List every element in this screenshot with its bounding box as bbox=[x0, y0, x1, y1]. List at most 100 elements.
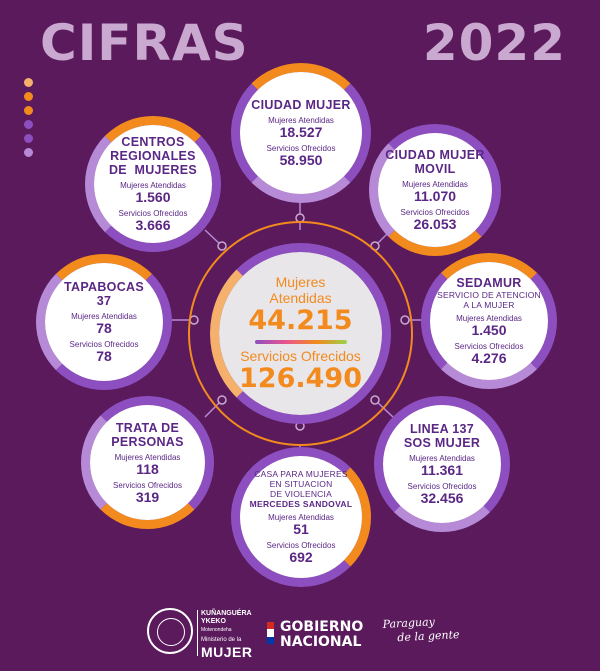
national-seal-icon bbox=[147, 608, 193, 654]
node-name-line2: SOS MUJER bbox=[403, 436, 481, 450]
node-linea-137: LINEA 137 SOS MUJER Mujeres Atendidas 11… bbox=[374, 396, 510, 532]
node-ring bbox=[231, 447, 371, 587]
value-servicios: 26.053 bbox=[413, 216, 457, 232]
label-mujeres: Mujeres Atendidas bbox=[120, 181, 186, 190]
node-circle bbox=[430, 262, 548, 380]
node-name-line3: DE MUJERES bbox=[108, 163, 198, 177]
label-mujeres: Mujeres Atendidas bbox=[268, 513, 334, 522]
node-ciudad-mujer-movil: CIUDAD MUJER MOVIL Mujeres Atendidas 11.… bbox=[369, 124, 501, 256]
center-value-mujeres: 44.215 bbox=[248, 304, 353, 336]
node-name-line3: DE VIOLENCIA bbox=[270, 489, 332, 499]
ministry-line4: MUJER bbox=[201, 644, 253, 660]
ministry-guarani-name: KUÑANGUÉRA YKEKO bbox=[201, 610, 252, 626]
node-circle bbox=[378, 133, 492, 247]
node-name-line2: PERSONAS bbox=[111, 434, 184, 449]
node-name-line1: CIUDAD MUJER bbox=[385, 148, 485, 162]
node-circle bbox=[45, 263, 163, 381]
node-name-line1: TRATA DE bbox=[115, 420, 180, 435]
value-servicios: 58.950 bbox=[279, 152, 323, 168]
label-mujeres: Mujeres Atendidas bbox=[71, 312, 137, 321]
node-name-line4: MERCEDES SANDOVAL bbox=[249, 499, 353, 509]
value-mujeres: 11.361 bbox=[420, 462, 464, 478]
node-name: SEDAMUR bbox=[456, 276, 522, 290]
node-name-line2: 37 bbox=[96, 294, 112, 308]
node-name-line1: CENTROS bbox=[121, 135, 185, 149]
node-ring bbox=[81, 396, 214, 529]
label-servicios: Servicios Ofrecidos bbox=[400, 208, 470, 217]
node-circle bbox=[94, 125, 212, 243]
node-circle bbox=[240, 456, 362, 578]
dot bbox=[24, 78, 33, 87]
footer: KUÑANGUÉRA YKEKO Motenondeha Ministerio … bbox=[0, 596, 600, 671]
node-subtitle-line1: SERVICIO DE ATENCION bbox=[437, 290, 541, 300]
flag-icon bbox=[267, 622, 274, 644]
node-subtitle-line2: A LA MUJER bbox=[463, 300, 515, 310]
node-name-line1: TAPABOCAS bbox=[63, 280, 144, 294]
node-name-line2: EN SITUACION bbox=[269, 479, 333, 489]
node-centros-regionales: CENTROS REGIONALES DE MUJERES Mujeres At… bbox=[85, 116, 221, 252]
node-circle bbox=[383, 405, 501, 523]
dot bbox=[24, 120, 33, 129]
page-year: 2022 bbox=[422, 14, 566, 72]
node-casa-mujeres: CASA PARA MUJERES EN SITUACION DE VIOLEN… bbox=[231, 447, 371, 587]
center-gradient-bar bbox=[254, 339, 347, 344]
node-ring bbox=[231, 63, 371, 203]
dot bbox=[24, 148, 33, 157]
node-ring bbox=[421, 253, 557, 389]
slogan-logo: Paraguay de la gente bbox=[382, 614, 460, 646]
footer-divider bbox=[197, 610, 198, 656]
gov-line2: NACIONAL bbox=[280, 634, 362, 650]
value-mujeres: 1.560 bbox=[135, 189, 171, 205]
value-servicios: 319 bbox=[135, 488, 160, 505]
label-servicios: Servicios Ofrecidos bbox=[454, 342, 524, 351]
center-circle: Mujeres Atendidas 44.215 Servicios Ofrec… bbox=[219, 252, 382, 415]
value-servicios: 3.666 bbox=[135, 217, 171, 233]
value-mujeres: 11.070 bbox=[413, 188, 457, 204]
value-mujeres: 51 bbox=[293, 521, 309, 537]
ministry-line1: KUÑANGUÉRA bbox=[201, 610, 252, 617]
dot bbox=[24, 106, 33, 115]
value-servicios: 4.276 bbox=[471, 350, 507, 366]
label-mujeres: Mujeres Atendidas bbox=[114, 452, 181, 462]
label-servicios: Servicios Ofrecidos bbox=[113, 480, 182, 490]
center-label-atendidas: Atendidas bbox=[269, 289, 332, 306]
node-ring bbox=[85, 116, 221, 252]
node-circle bbox=[240, 72, 362, 194]
node-circle bbox=[90, 405, 205, 520]
gobierno-nacional-logo: GOBIERNO NACIONAL bbox=[280, 620, 363, 650]
label-mujeres: Mujeres Atendidas bbox=[409, 454, 475, 463]
gov-line1: GOBIERNO bbox=[280, 619, 364, 635]
value-servicios: 692 bbox=[289, 549, 313, 565]
value-servicios: 32.456 bbox=[420, 490, 464, 506]
center-label-mujeres: Mujeres bbox=[275, 273, 326, 290]
value-mujeres: 118 bbox=[136, 460, 159, 477]
node-name-line2: REGIONALES bbox=[110, 149, 196, 163]
label-servicios: Servicios Ofrecidos bbox=[266, 541, 336, 550]
node-sedamur: SEDAMUR SERVICIO DE ATENCION A LA MUJER … bbox=[421, 253, 557, 389]
value-mujeres: 1.450 bbox=[471, 322, 507, 338]
center-value-servicios: 126.490 bbox=[239, 362, 362, 394]
node-tapabocas: TAPABOCAS 37 Mujeres Atendidas 78 Servic… bbox=[36, 254, 172, 390]
ministry-sub: Motenondeha bbox=[201, 627, 232, 633]
ministry-line2: YKEKO bbox=[201, 618, 226, 625]
value-mujeres: 78 bbox=[96, 320, 112, 336]
node-name: CIUDAD MUJER bbox=[251, 98, 351, 112]
label-mujeres: Mujeres Atendidas bbox=[456, 314, 522, 323]
label-servicios: Servicios Ofrecidos bbox=[69, 340, 139, 349]
dot bbox=[24, 92, 33, 101]
center-label-servicios: Servicios Ofrecidos bbox=[240, 347, 361, 364]
center-ring bbox=[210, 243, 391, 424]
label-servicios: Servicios Ofrecidos bbox=[266, 144, 336, 153]
value-mujeres: 18.527 bbox=[279, 124, 323, 140]
node-name-line1: CASA PARA MUJERES bbox=[254, 469, 348, 479]
page-title: CIFRAS bbox=[40, 14, 249, 72]
label-servicios: Servicios Ofrecidos bbox=[407, 482, 477, 491]
node-ring bbox=[36, 254, 172, 390]
decorative-dots bbox=[24, 78, 33, 162]
node-trata-personas: TRATA DE PERSONAS Mujeres Atendidas 118 … bbox=[81, 396, 214, 529]
dot bbox=[24, 134, 33, 143]
label-mujeres: Mujeres Atendidas bbox=[268, 116, 334, 125]
node-ring bbox=[369, 124, 501, 256]
center-outer-ring bbox=[188, 221, 413, 446]
label-servicios: Servicios Ofrecidos bbox=[118, 209, 188, 218]
